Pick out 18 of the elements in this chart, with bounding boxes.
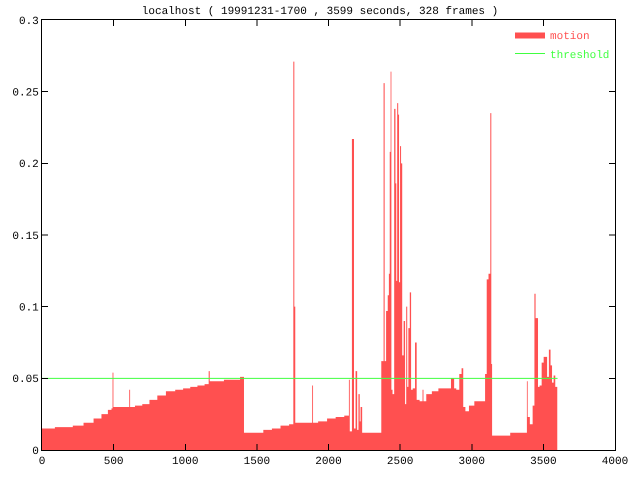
x-tick-label: 3000 <box>458 456 485 468</box>
legend-label: threshold <box>550 50 610 62</box>
x-tick-label: 4000 <box>602 456 628 468</box>
x-tick-label: 3500 <box>530 456 557 468</box>
x-tick-label: 1500 <box>244 456 270 468</box>
x-tick-label: 2000 <box>315 456 342 468</box>
legend-label: motion <box>550 30 590 43</box>
y-tick-label: 0.15 <box>12 230 39 243</box>
y-tick-label: 0.2 <box>18 159 39 172</box>
x-tick-label: 1000 <box>172 456 198 468</box>
x-tick-label: 500 <box>104 456 124 468</box>
x-tick-label: 2500 <box>386 456 414 468</box>
y-tick-label: 0.1 <box>18 302 40 315</box>
y-tick-label: 0.05 <box>12 374 39 386</box>
chart-title: localhost ( 19991231-1700 , 3599 seconds, 328 frames ) <box>142 6 498 18</box>
y-tick-label: 0.25 <box>12 88 39 100</box>
y-tick-label: 0.3 <box>18 16 39 28</box>
y-tick-label: 0 <box>32 446 39 458</box>
